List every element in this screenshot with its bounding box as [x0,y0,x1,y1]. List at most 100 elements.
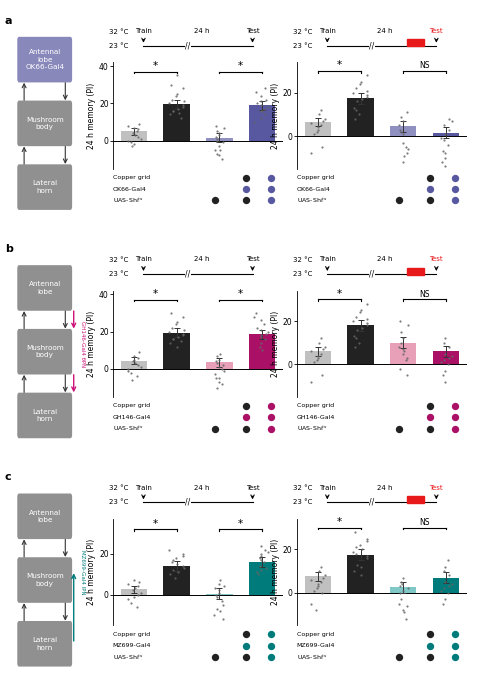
Point [311,585,318,596]
Point [130,122,138,133]
Point [172,552,180,563]
Point [448,115,456,126]
FancyBboxPatch shape [17,557,72,603]
Bar [249,334,275,369]
Text: Mushroom
body: Mushroom body [26,573,63,587]
Point [400,346,408,357]
Bar [164,104,190,140]
Y-axis label: 24 h memory (PI): 24 h memory (PI) [87,82,96,149]
Point [179,560,187,571]
Bar [432,133,459,136]
Text: UAS-Shi$^{ts}$: UAS-Shi$^{ts}$ [297,196,327,205]
Point [267,629,275,640]
Text: Copper grid: Copper grid [297,632,334,637]
Point [358,322,366,333]
Text: *: * [153,519,158,529]
Point [168,556,176,567]
Point [267,651,275,662]
Point [168,94,176,105]
Point [349,546,357,557]
Point [219,137,227,148]
FancyBboxPatch shape [17,164,72,210]
Text: 23 °C: 23 °C [109,271,129,277]
Point [179,550,187,561]
Bar [249,105,275,140]
Point [441,594,448,605]
Point [256,552,264,563]
Point [169,564,177,575]
Text: Mushroom
body: Mushroom body [26,345,63,358]
Point [180,328,187,339]
Point [221,365,228,376]
Point [257,100,264,111]
Point [308,118,315,129]
Point [448,579,456,590]
Text: Train: Train [319,256,336,262]
Point [253,566,261,577]
Point [260,103,268,114]
Point [262,328,269,339]
Text: 32 °C: 32 °C [109,485,129,491]
Point [363,320,371,331]
Point [242,651,250,662]
Point [124,579,132,590]
Point [399,137,407,148]
Point [130,139,138,150]
Point [252,87,260,98]
Point [124,120,132,131]
Point [166,544,173,555]
Text: *: * [153,61,158,71]
FancyBboxPatch shape [17,621,72,667]
Point [219,599,227,610]
Point [351,527,359,538]
Point [314,581,322,592]
Point [318,120,325,131]
Text: //: // [185,269,191,278]
Point [397,594,405,605]
Bar [390,126,416,136]
Point [353,333,360,344]
Point [437,585,444,596]
Text: c: c [5,472,12,482]
Text: 32 °C: 32 °C [293,29,312,35]
Point [451,651,459,662]
Text: Copper grid: Copper grid [113,175,150,180]
Point [314,352,322,363]
Point [264,326,272,337]
Point [314,122,322,133]
Point [403,370,411,381]
Text: Copper grid: Copper grid [297,175,334,180]
Point [363,533,371,544]
Y-axis label: 24 h memory (PI): 24 h memory (PI) [87,310,96,377]
Point [124,365,132,376]
Text: //: // [369,498,374,507]
Point [441,337,448,348]
Point [395,651,403,662]
Point [426,629,433,640]
Point [169,105,177,116]
Bar [206,362,232,369]
Point [356,79,364,90]
Point [312,605,320,616]
Point [353,542,360,553]
Point [358,544,366,555]
Point [253,98,261,109]
Point [308,148,315,159]
Text: GH146-Gal4: GH146-Gal4 [297,415,335,420]
Point [211,651,219,662]
Point [214,126,221,137]
Point [257,540,264,551]
Point [264,546,272,557]
Point [405,144,412,155]
Point [441,120,448,131]
Point [257,96,264,107]
Text: Lateral
horn: Lateral horn [32,637,57,651]
Point [451,184,459,195]
Text: MZ699-Gal4: MZ699-Gal4 [297,643,335,648]
Point [130,591,138,602]
Point [364,85,372,96]
Point [402,141,409,152]
Point [319,344,326,355]
Point [440,146,447,157]
Text: 24 h: 24 h [193,28,209,34]
